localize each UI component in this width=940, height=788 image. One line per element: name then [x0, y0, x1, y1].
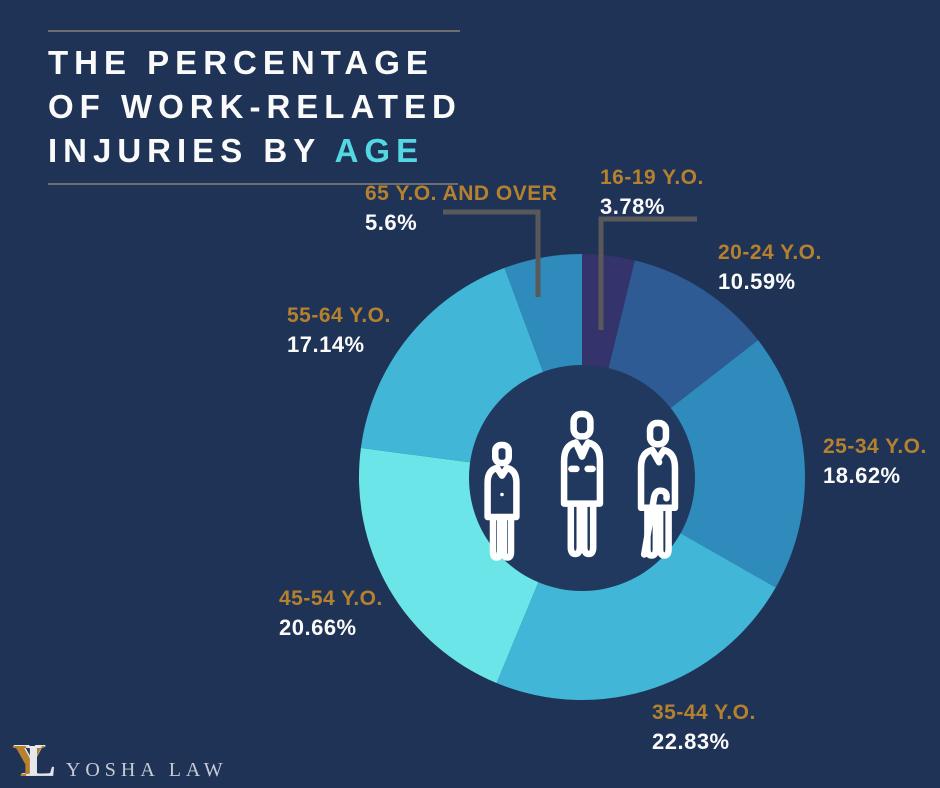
segment-name: 20-24 Y.O. [718, 241, 822, 264]
segment-label-45-54: 45-54 Y.O. 20.66% [279, 587, 383, 641]
segment-name: 25-34 Y.O. [823, 435, 927, 458]
chart-center [469, 365, 695, 591]
person-elderly-icon [641, 423, 675, 556]
logo-monogram-y: Y [12, 735, 46, 786]
title-block: THE PERCENTAGE OF WORK-RELATED INJURIES … [48, 30, 468, 185]
person-young-icon [488, 445, 517, 558]
segment-label-20-24: 20-24 Y.O. 10.59% [718, 241, 822, 295]
segment-label-16-19: 16-19 Y.O. 3.78% [600, 166, 704, 220]
segment-name: 65 Y.O. AND OVER [365, 182, 558, 205]
segment-value: 3.78% [600, 194, 665, 219]
title-line-1: THE PERCENTAGE [48, 44, 434, 81]
segment-label-55-64: 55-64 Y.O. 17.14% [287, 304, 391, 358]
segment-name: 16-19 Y.O. [600, 166, 704, 189]
segment-name: 35-44 Y.O. [652, 701, 756, 724]
callout-line-65-over [443, 209, 541, 297]
title-rule-bottom [48, 183, 458, 185]
title-line-3-highlight: AGE [334, 132, 425, 169]
logo-name: YOSHA LAW [65, 759, 228, 781]
segment-label-65-over: 65 Y.O. AND OVER 5.6% [365, 182, 557, 236]
title-rule-top [48, 30, 460, 32]
segment-value: 18.62% [823, 463, 901, 488]
segment-name: 55-64 Y.O. [287, 304, 391, 327]
segment-value: 22.83% [652, 729, 730, 754]
segment-label-35-44: 35-44 Y.O. 22.83% [652, 701, 756, 755]
yosha-law-logo: Y L YOSHA LAW [12, 738, 228, 784]
segment-value: 10.59% [718, 269, 796, 294]
segment-value: 17.14% [287, 332, 365, 357]
logo-monogram-l: L [25, 735, 56, 786]
segment-value: 20.66% [279, 615, 357, 640]
segment-name: 45-54 Y.O. [279, 587, 383, 610]
callout-line-16-19 [598, 216, 697, 330]
person-adult-icon [564, 414, 600, 554]
title-line-2: OF WORK-RELATED [48, 88, 462, 125]
cane-icon [644, 491, 666, 555]
page-title: THE PERCENTAGE OF WORK-RELATED INJURIES … [48, 41, 468, 173]
title-line-3: INJURIES BY AGE [48, 129, 468, 173]
title-line-3-prefix: INJURIES BY [48, 132, 335, 169]
three-people-icon [488, 414, 675, 558]
center-circle [469, 365, 695, 591]
segment-label-25-34: 25-34 Y.O. 18.62% [823, 435, 927, 489]
segment-value: 5.6% [365, 210, 418, 235]
